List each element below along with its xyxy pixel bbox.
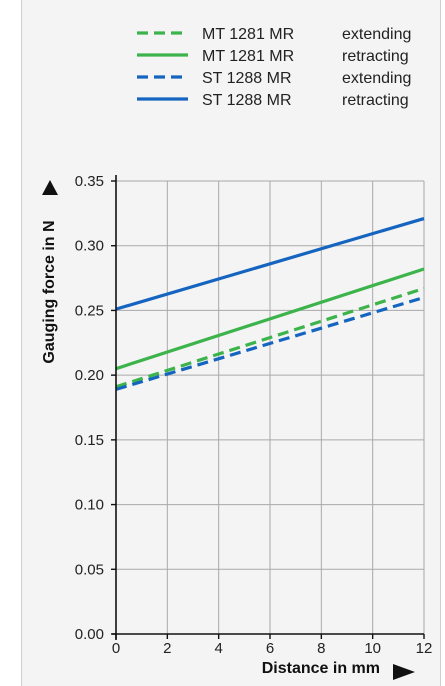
legend-series-name: ST 1288 MR (202, 92, 292, 109)
y-tick-label: 0.20 (75, 367, 104, 384)
axes (111, 175, 425, 640)
y-tick-label: 0.00 (75, 626, 104, 643)
y-tick-label: 0.15 (75, 432, 104, 449)
legend-series-name: MT 1281 MR (202, 48, 294, 65)
series-line (115, 216, 425, 311)
y-axis-arrow-icon (42, 180, 58, 195)
series-line (115, 286, 425, 389)
x-tick-label: 0 (112, 640, 120, 657)
series-line (115, 295, 425, 391)
x-tick-label: 12 (416, 640, 433, 657)
legend-series-mode: retracting (342, 48, 409, 65)
x-tick-label: 8 (317, 640, 325, 657)
y-tick-label: 0.25 (75, 302, 104, 319)
x-tick-label: 6 (266, 640, 274, 657)
series-line (115, 267, 425, 371)
y-tick-label: 0.05 (75, 561, 104, 578)
chart-panel (21, 0, 441, 686)
legend: MT 1281 MR extending MT 1281 MR retracting S… (137, 26, 411, 109)
legend-series-mode: retracting (342, 92, 409, 109)
grid (116, 180, 425, 634)
x-axis-arrow-icon (393, 664, 415, 680)
y-tick-label: 0.10 (75, 497, 104, 514)
tick-labels: 0.00 0.05 0.10 0.15 0.20 0.25 0.30 0.35 0 2 4 6 8 10 1… (75, 173, 433, 657)
y-tick-label: 0.35 (75, 173, 104, 190)
legend-series-name: ST 1288 MR (202, 70, 292, 87)
x-axis-title: Distance in mm (262, 660, 380, 677)
legend-series-mode: extending (342, 70, 411, 87)
legend-series-mode: extending (342, 26, 411, 43)
legend-series-name: MT 1281 MR (202, 26, 294, 43)
x-tick-label: 2 (163, 640, 171, 657)
y-tick-label: 0.30 (75, 238, 104, 255)
series-lines (115, 216, 425, 391)
x-tick-label: 10 (364, 640, 381, 657)
x-tick-label: 4 (214, 640, 222, 657)
y-axis-title: Gauging force in N (41, 220, 58, 363)
